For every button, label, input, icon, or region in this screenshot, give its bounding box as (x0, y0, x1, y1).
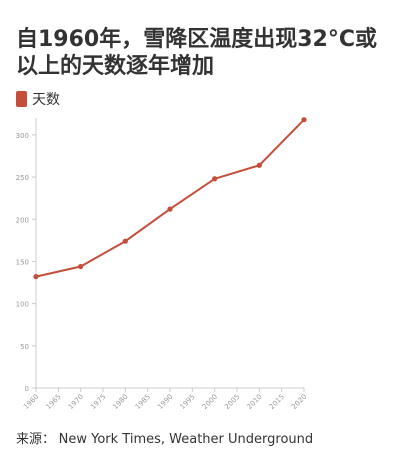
x-tick-label: 2020 (290, 393, 308, 411)
data-point (301, 117, 307, 123)
y-tick-label: 300 (16, 132, 29, 140)
x-tick-label: 2015 (268, 393, 286, 411)
x-axis: 1960 1965 1970 1975 1980 1985 1990 1995 2000 2005… (22, 387, 308, 411)
source-text: New York Times, Weather Underground (58, 432, 314, 447)
x-tick-label: 1980 (111, 393, 129, 411)
y-tick-label: 50 (20, 343, 29, 351)
data-point (33, 274, 39, 280)
series-layer (33, 117, 307, 280)
data-point (256, 162, 262, 168)
x-tick-label: 1970 (67, 393, 85, 411)
x-tick-label: 2000 (201, 393, 219, 411)
y-axis: 0 50 100 150 200 250 300 (16, 118, 37, 393)
y-tick-label: 150 (16, 258, 29, 266)
y-tick-label: 0 (25, 385, 29, 393)
x-tick-label: 1960 (22, 393, 40, 411)
data-point (78, 263, 84, 270)
x-tick-label: 1985 (134, 393, 152, 411)
y-tick-label: 250 (16, 174, 29, 182)
data-point (212, 176, 218, 182)
data-point (122, 238, 128, 244)
legend[interactable]: 天数 (16, 89, 60, 109)
x-tick-label: 1965 (44, 393, 62, 411)
y-tick-label: 200 (16, 216, 29, 224)
source-note: 来源： New York Times, Weather Underground (16, 428, 313, 447)
x-tick-label: 1995 (178, 393, 196, 411)
chart-title: 自1960年，雪降区温度出现32°C或以上的天数逐年增加 (16, 27, 377, 79)
x-tick-label: 2010 (245, 393, 263, 411)
x-tick-label: 2005 (223, 393, 241, 411)
series-line (35, 118, 305, 278)
x-tick-label: 1990 (156, 393, 174, 411)
x-tick-label: 1975 (89, 393, 107, 411)
legend-label: 天数 (32, 92, 60, 108)
source-label: 来源： (16, 432, 56, 447)
data-point (167, 206, 173, 212)
legend-swatch (16, 91, 27, 107)
y-tick-label: 100 (16, 301, 29, 309)
